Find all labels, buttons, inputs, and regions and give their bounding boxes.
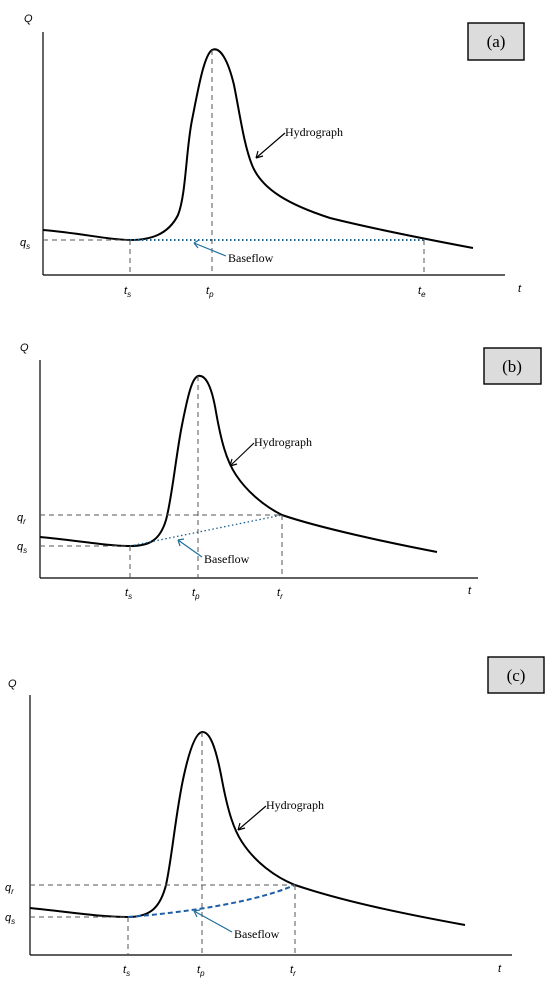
panel-a-hydrograph-annotation: Hydrograph: [285, 125, 343, 139]
panel-c-tp-label: tp: [197, 964, 205, 978]
panel-c-hydrograph-arrow: [237, 805, 267, 831]
panel-a-ts-label: ts: [124, 285, 131, 299]
panel-b-x-axis-label: t: [468, 585, 472, 597]
panel-a-hydrograph-arrow: [255, 132, 286, 159]
panel-a-te-label: te: [418, 285, 426, 299]
panel-b-hydrograph-annotation: Hydrograph: [254, 435, 312, 449]
panel-c-label-box: [487, 656, 545, 694]
panel-b-hydrograph-arrowhead: [229, 458, 238, 467]
panel-a-x-axis-label: t: [518, 283, 522, 295]
panel-c-tr-label: tr: [290, 964, 296, 978]
panel-c-baseflow-line: [127, 884, 296, 918]
panel-a-hydrograph-arrowhead: [255, 150, 264, 159]
panel-b-ts-label: ts: [125, 587, 132, 601]
panel-a-label: (a): [487, 32, 506, 51]
panel-b-y-axis-label: Q: [20, 342, 29, 354]
panel-b-tr-label: tr: [277, 587, 283, 601]
panel-b-tp-label: tp: [192, 587, 200, 601]
panel-c-baseflow-arrow: [193, 910, 233, 933]
panel-b-baseflow-arrowhead: [177, 538, 185, 547]
panel-a-baseflow-annotation: Baseflow: [228, 251, 274, 265]
panel-c: Q t (c) qr qs ts tp tr Hydrograph Basefl…: [5, 656, 545, 978]
panel-b-label: (b): [502, 357, 522, 376]
panel-b-label-box: [483, 347, 542, 385]
panel-c-x-axis-label: t: [498, 963, 502, 975]
panel-c-qs-label: qs: [5, 912, 15, 926]
panel-c-hydrograph-arrowhead: [237, 822, 246, 831]
panel-c-y-axis-label: Q: [8, 678, 17, 690]
panel-c-hydrograph-annotation: Hydrograph: [266, 798, 324, 812]
panel-a-label-box: [467, 22, 525, 61]
panel-c-baseflow-annotation: Baseflow: [234, 927, 280, 941]
panel-c-hydrograph-curve: [29, 731, 466, 926]
panel-a-hydrograph-curve: [42, 48, 474, 249]
panel-b-hydrograph-curve: [39, 374, 438, 553]
panel-a-tp-label: tp: [206, 285, 214, 299]
panel-a-baseflow-arrowhead: [193, 239, 200, 249]
panel-b-qs-label: qs: [17, 541, 27, 555]
panel-b-baseflow-line: [129, 514, 283, 547]
panel-b: Q t (b) qr qs ts tp tr Hydrograph Basefl…: [17, 342, 542, 601]
panel-c-baseflow-arrowhead: [193, 909, 201, 918]
panel-b-qr-label: qr: [17, 512, 26, 526]
panel-b-baseflow-annotation: Baseflow: [204, 552, 250, 566]
panel-a-baseflow-arrow: [193, 242, 227, 257]
panel-a-qs-label: qs: [20, 237, 30, 251]
panel-c-qr-label: qr: [5, 882, 14, 896]
panel-c-label: (c): [507, 666, 526, 685]
panel-b-baseflow-arrow: [177, 539, 203, 558]
panel-b-hydrograph-arrow: [229, 442, 255, 467]
panel-a: Q t (a) qs ts tp te Hydrograph Baseflow: [20, 13, 525, 299]
panel-a-y-axis-label: Q: [24, 13, 33, 25]
panel-c-ts-label: ts: [123, 964, 130, 978]
